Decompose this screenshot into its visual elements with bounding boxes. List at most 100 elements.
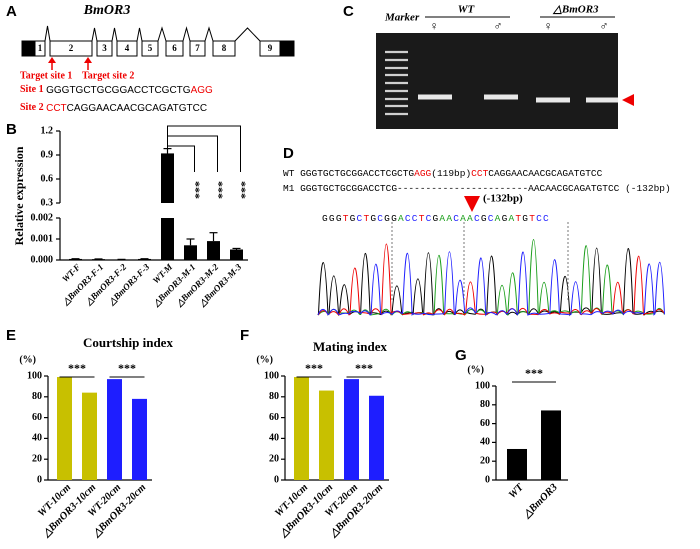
lane-label: ♀	[430, 19, 439, 33]
deletion-pointer	[464, 196, 480, 212]
base: G	[322, 213, 329, 224]
exon	[49, 40, 93, 57]
bar	[57, 377, 72, 480]
base: C	[426, 213, 433, 224]
site-label: Site 1	[20, 84, 44, 95]
base: C	[412, 213, 419, 224]
significance-label: ***	[212, 181, 226, 199]
bar	[92, 259, 105, 260]
seq: CAGGAACAACGCAGATGTCC	[488, 168, 602, 179]
base: A	[495, 213, 502, 224]
base: G	[350, 213, 357, 224]
utr	[279, 40, 295, 57]
gel-image	[376, 33, 618, 129]
significance-bracket	[167, 125, 241, 172]
significance-label: ***	[235, 181, 249, 199]
y-tick-label: 40	[269, 433, 279, 444]
base: G	[481, 213, 488, 224]
significance-label: ***	[525, 366, 543, 380]
trace-line	[317, 251, 665, 317]
base: G	[433, 213, 440, 224]
panel-label: F	[240, 327, 249, 344]
y-tick-label: 20	[32, 453, 42, 464]
y-tick-label: 20	[480, 455, 490, 466]
bar	[344, 379, 359, 480]
site-seq: GGGTGCTGCGGACCTCGCTG	[46, 85, 191, 96]
exon	[259, 40, 281, 57]
exon	[116, 40, 138, 57]
seq: GGGTGCTGCGGACCTCGCTG	[300, 168, 414, 179]
target-label: Target site 1	[20, 70, 72, 81]
y-tick-label: 100	[27, 370, 42, 381]
exon-label: 4	[125, 43, 130, 53]
base: T	[343, 213, 350, 224]
bar	[230, 249, 243, 260]
x-tick-label: WT	[507, 482, 526, 501]
base: T	[419, 213, 426, 224]
y-tick-label: 20	[269, 453, 279, 464]
base: C	[488, 213, 495, 224]
trace-line	[317, 243, 665, 316]
trace-sequence: GGGTGCTGCGGACCTCGAACAACGCAGATGTCC	[322, 213, 550, 224]
exon	[165, 40, 184, 57]
bar	[207, 241, 220, 260]
bar	[161, 153, 174, 203]
y-axis-label: (%)	[467, 364, 484, 375]
lane-label: ♀	[544, 19, 553, 33]
ladder	[385, 50, 408, 116]
site-label: Site 2	[20, 102, 44, 113]
exon-label: 6	[172, 43, 177, 53]
bar	[138, 258, 151, 260]
y-tick-label: 100	[264, 370, 279, 381]
y-tick-label: 100	[475, 380, 490, 391]
significance-label: ***	[355, 361, 373, 375]
site-pam: CCT	[46, 103, 67, 114]
panel-label: D	[283, 145, 294, 162]
y-tick-label: 80	[480, 399, 490, 410]
sample-bands	[418, 94, 618, 103]
gel-marker-label: Marker	[384, 12, 420, 24]
base: G	[391, 213, 398, 224]
arrow-head	[84, 57, 92, 63]
bar	[132, 398, 147, 480]
seq: AGG	[414, 168, 431, 179]
base: G	[522, 213, 529, 224]
bar	[107, 379, 122, 480]
y-tick-label: 80	[32, 391, 42, 402]
base: C	[536, 213, 543, 224]
base: G	[502, 213, 509, 224]
bar	[161, 218, 174, 260]
significance-label: ***	[118, 361, 136, 375]
exon	[212, 40, 236, 57]
base: A	[446, 213, 453, 224]
target-arrows	[48, 57, 92, 70]
row-name: WT	[283, 168, 295, 179]
exon	[141, 40, 159, 57]
exon	[34, 40, 46, 57]
y-tick-label: 40	[480, 437, 490, 448]
panel-label: G	[455, 347, 467, 364]
significance-label: ***	[68, 361, 86, 375]
base: T	[363, 213, 370, 224]
gel	[376, 33, 618, 129]
significance-bracket	[167, 135, 218, 172]
alignment-row: M1 GGGTGCTGCGGACCTCG--------------------…	[283, 183, 671, 194]
y-axis-label: Relative expression	[12, 146, 26, 245]
gel-group: WT	[458, 4, 476, 16]
panel-label: E	[6, 327, 16, 344]
base: T	[529, 213, 536, 224]
bar	[184, 245, 197, 260]
y-tick-label: 0.9	[41, 149, 54, 160]
base: G	[336, 213, 343, 224]
x-tick-label: △BmOR3	[521, 482, 560, 521]
gene-title: BmOR3	[83, 3, 131, 18]
base: A	[439, 213, 446, 224]
base: G	[329, 213, 336, 224]
exon-label: 8	[222, 43, 227, 53]
utr	[21, 40, 36, 57]
lane-label: ♂	[600, 19, 609, 33]
bar	[319, 390, 334, 480]
gel-group: △BmOR3	[552, 4, 599, 16]
exon-label: 3	[102, 43, 107, 53]
base: T	[515, 213, 522, 224]
